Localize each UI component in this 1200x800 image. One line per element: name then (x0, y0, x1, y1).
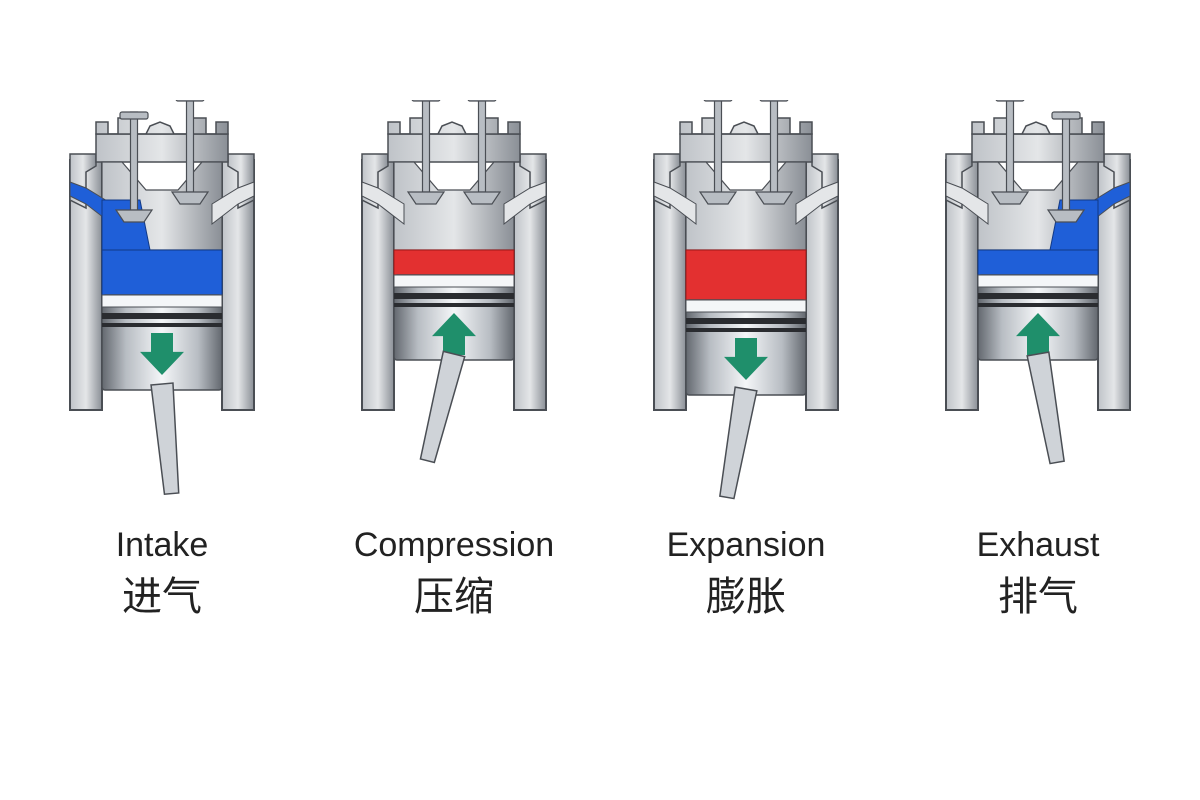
label-zh-exhaust: 排气 (977, 571, 1100, 623)
stroke-expansion: Expansion 膨胀 (616, 100, 876, 623)
label-block-compression: Compression 压缩 (354, 524, 554, 623)
label-en-intake: Intake (116, 524, 209, 567)
label-zh-compression: 压缩 (354, 571, 554, 623)
label-zh-expansion: 膨胀 (667, 571, 826, 623)
cylinder-exhaust (928, 100, 1148, 500)
label-en-compression: Compression (354, 524, 554, 567)
four-stroke-diagram: Intake 进气 Compression 压缩 Expansion 膨胀 Ex… (0, 0, 1200, 623)
stroke-compression: Compression 压缩 (324, 100, 584, 623)
label-en-expansion: Expansion (667, 524, 826, 567)
label-block-expansion: Expansion 膨胀 (667, 524, 826, 623)
label-block-exhaust: Exhaust 排气 (977, 524, 1100, 623)
cylinder-intake (52, 100, 272, 500)
cylinder-expansion (636, 100, 856, 500)
label-block-intake: Intake 进气 (116, 524, 209, 623)
label-zh-intake: 进气 (116, 571, 209, 623)
cylinder-compression (344, 100, 564, 500)
stroke-exhaust: Exhaust 排气 (908, 100, 1168, 623)
label-en-exhaust: Exhaust (977, 524, 1100, 567)
stroke-intake: Intake 进气 (32, 100, 292, 623)
